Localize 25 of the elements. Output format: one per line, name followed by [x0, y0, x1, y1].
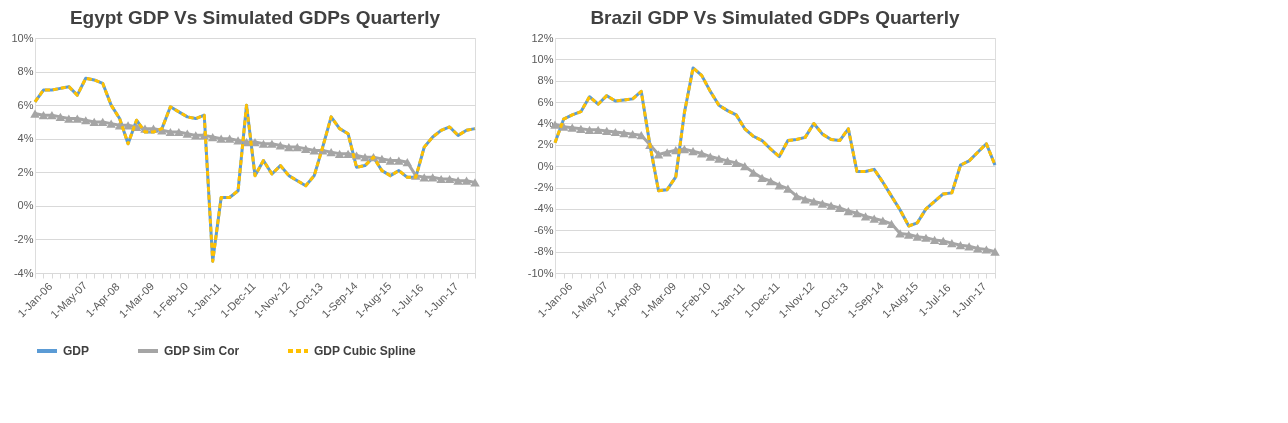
y-tick-label: 4% — [537, 116, 554, 129]
y-tick-label: 6% — [537, 95, 554, 108]
legend-label: GDP — [63, 344, 90, 358]
y-tick-label: 0% — [17, 199, 34, 212]
y-tick-label: 8% — [17, 65, 34, 78]
legend-label: GDP Cubic Spline — [314, 344, 417, 358]
y-tick-label: 8% — [537, 74, 554, 87]
chart-title: Brazil GDP Vs Simulated GDPs Quarterly — [590, 7, 961, 28]
y-tick-label: -2% — [13, 232, 34, 245]
y-tick-label: -6% — [533, 223, 554, 236]
y-tick-label: 10% — [531, 52, 554, 65]
y-tick-label: 0% — [537, 159, 554, 172]
y-tick-label: -2% — [533, 181, 554, 194]
y-tick-label: 10% — [11, 31, 34, 44]
y-tick-label: 2% — [17, 165, 34, 178]
chart-title: Egypt GDP Vs Simulated GDPs Quarterly — [69, 7, 441, 28]
y-tick-label: -4% — [13, 266, 34, 279]
y-tick-label: 12% — [531, 31, 554, 44]
legend-label: GDP Sim Cor — [164, 344, 240, 358]
y-tick-label: 6% — [17, 98, 34, 111]
y-tick-label: -10% — [527, 266, 554, 279]
y-tick-label: -8% — [533, 245, 554, 258]
y-tick-label: -4% — [533, 202, 554, 215]
y-tick-label: 2% — [537, 138, 554, 151]
y-tick-label: 4% — [17, 132, 34, 145]
